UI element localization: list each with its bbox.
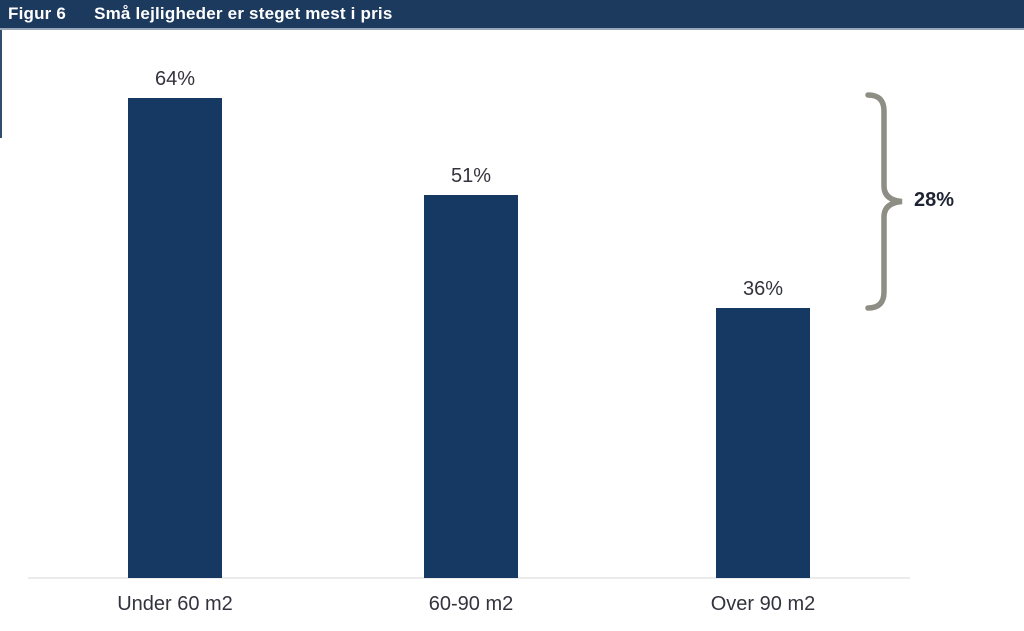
figure-header: Figur 6 Små lejligheder er steget mest i… xyxy=(0,0,1024,30)
x-axis-label: Over 90 m2 xyxy=(710,593,816,615)
x-axis-label: 60-90 m2 xyxy=(428,593,514,615)
left-edge-line xyxy=(0,30,2,138)
x-axis-label: Under 60 m2 xyxy=(117,593,233,615)
bar xyxy=(128,98,222,578)
bar-value-label: 51% xyxy=(450,165,492,187)
bar-value-label: 36% xyxy=(742,278,784,300)
bar xyxy=(716,308,810,578)
x-axis-line xyxy=(28,577,910,579)
figure-number: Figur 6 xyxy=(8,4,67,23)
bar xyxy=(424,195,518,578)
figure-title: Små lejligheder er steget mest i pris xyxy=(94,4,393,23)
difference-brace-icon xyxy=(865,92,903,311)
brace-path xyxy=(865,92,903,311)
difference-label: 28% xyxy=(914,189,955,211)
bar-value-label: 64% xyxy=(154,68,196,90)
